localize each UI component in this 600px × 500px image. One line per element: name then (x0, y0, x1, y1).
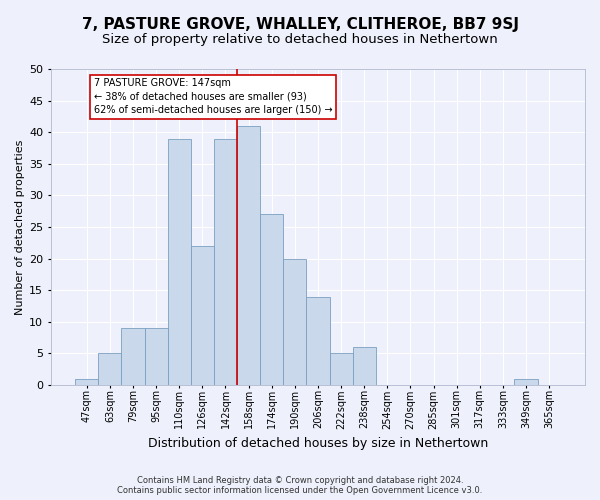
Bar (145, 328, 167, 385)
Bar (121, 328, 145, 385)
Bar (283, 258, 307, 385)
Bar (307, 296, 329, 385)
Bar (191, 246, 214, 385)
Text: Size of property relative to detached houses in Nethertown: Size of property relative to detached ho… (102, 32, 498, 46)
Bar (329, 354, 353, 385)
Text: 7, PASTURE GROVE, WHALLEY, CLITHEROE, BB7 9SJ: 7, PASTURE GROVE, WHALLEY, CLITHEROE, BB… (82, 18, 518, 32)
Text: Contains HM Land Registry data © Crown copyright and database right 2024.
Contai: Contains HM Land Registry data © Crown c… (118, 476, 482, 495)
Bar (75, 378, 98, 385)
Bar (98, 354, 121, 385)
Bar (167, 138, 191, 385)
Bar (237, 126, 260, 385)
Y-axis label: Number of detached properties: Number of detached properties (15, 140, 25, 314)
X-axis label: Distribution of detached houses by size in Nethertown: Distribution of detached houses by size … (148, 437, 488, 450)
Bar (214, 138, 237, 385)
Bar (514, 378, 538, 385)
Bar (260, 214, 283, 385)
Bar (353, 347, 376, 385)
Text: 7 PASTURE GROVE: 147sqm
← 38% of detached houses are smaller (93)
62% of semi-de: 7 PASTURE GROVE: 147sqm ← 38% of detache… (94, 78, 332, 115)
